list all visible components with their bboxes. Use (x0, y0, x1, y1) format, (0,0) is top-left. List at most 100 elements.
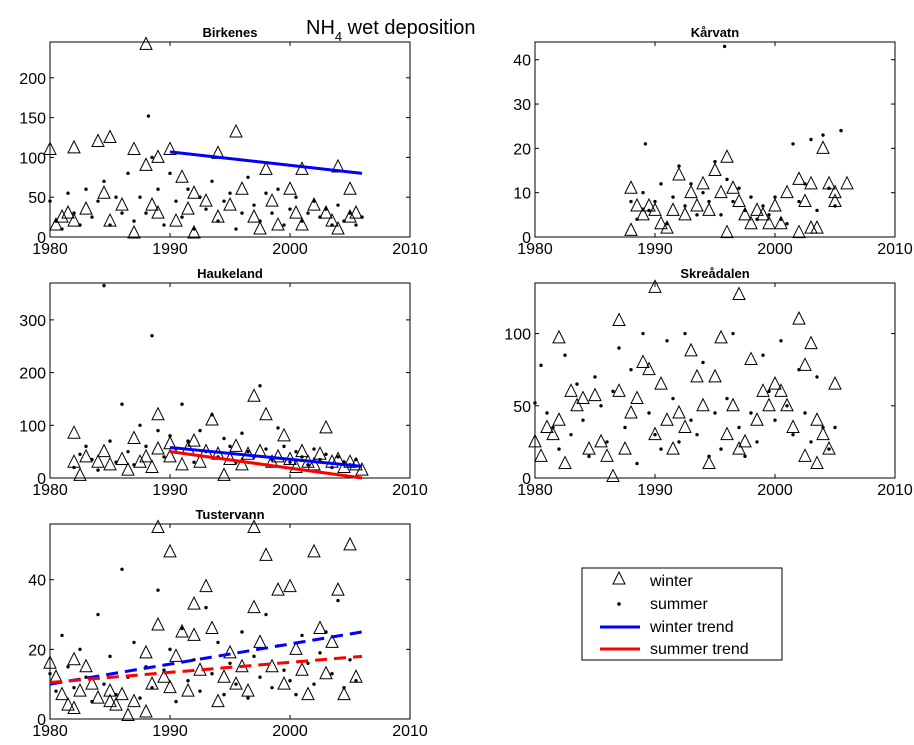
summer-point (653, 199, 657, 204)
winter-point (271, 216, 285, 231)
summer-point (138, 696, 142, 700)
summer-point (222, 199, 226, 203)
summer-point (288, 678, 292, 683)
winter-point (816, 426, 830, 441)
winter-point (792, 171, 806, 185)
summer-point (258, 675, 262, 679)
winter-point (714, 184, 728, 199)
legend-winter-marker (612, 570, 626, 585)
winter-point (121, 461, 135, 476)
summer-point (707, 199, 711, 204)
summer-point (336, 598, 340, 603)
summer-point (234, 682, 238, 686)
summer-point (683, 331, 687, 336)
winter-point (738, 206, 752, 221)
x-tick-label: 1990 (637, 482, 673, 499)
x-tick-label: 1980 (32, 482, 68, 499)
winter-point (139, 703, 153, 718)
legend-summer-trend-label: summer trend (650, 641, 749, 658)
summer-point (330, 672, 334, 676)
winter-point (588, 387, 602, 402)
summer-point (545, 411, 549, 415)
summer-point (336, 455, 340, 459)
summer-point (252, 203, 256, 207)
winter-trend-line (49, 630, 363, 686)
winter-point (73, 683, 87, 697)
summer-point (246, 175, 250, 180)
summer-point (713, 159, 717, 164)
winter-point (247, 388, 261, 402)
summer-point (138, 423, 142, 427)
winter-point (229, 676, 243, 690)
summer-point (605, 440, 609, 444)
winter-point (199, 578, 213, 593)
winter-point (744, 215, 758, 230)
summer-point (168, 647, 172, 652)
winter-point (289, 459, 303, 473)
x-tick-label: 2000 (757, 482, 793, 499)
winter-point (307, 543, 321, 558)
summer-point (228, 191, 232, 195)
summer-point (132, 640, 136, 645)
winter-point (678, 206, 692, 221)
summer-point (348, 658, 352, 662)
winter-point (67, 651, 81, 666)
winter-point (307, 456, 321, 471)
x-tick-label: 1980 (517, 482, 553, 499)
winter-point (648, 202, 662, 216)
winter-point (229, 123, 243, 138)
y-tick-label: 40 (28, 573, 46, 590)
summer-point (737, 186, 741, 190)
summer-point (258, 384, 262, 388)
winter-point (768, 197, 782, 212)
summer-point (815, 375, 819, 379)
winter-point (720, 426, 734, 441)
summer-point (102, 179, 106, 183)
panel-k-rvatn: 1980 1990 2000 2010 0 10 20 30 40 Kårvatn (513, 25, 913, 258)
summer-point (743, 454, 747, 459)
summer-point (120, 211, 124, 215)
x-tick-label: 2010 (392, 723, 428, 740)
summer-point (659, 182, 663, 186)
summer-point (791, 142, 795, 146)
winter-point (708, 162, 722, 177)
winter-point (552, 329, 566, 344)
summer-point (833, 204, 837, 208)
summer-point (611, 389, 615, 394)
winter-point (247, 208, 261, 223)
x-tick-label: 2000 (272, 723, 308, 740)
y-tick-label: 20 (28, 642, 46, 659)
panel-birkenes: 1980 1990 2000 2010 0 50 100 150 200 Birkenes (19, 25, 428, 258)
winter-point (576, 390, 590, 405)
summer-point (312, 447, 316, 451)
x-tick-label: 1980 (32, 241, 68, 258)
summer-point (186, 187, 190, 191)
winter-point (289, 641, 303, 655)
y-tick-label: 100 (19, 418, 46, 435)
summer-point (306, 463, 310, 467)
winter-point (804, 175, 818, 190)
y-tick-label: 0 (522, 471, 531, 488)
summer-point (198, 689, 202, 693)
winter-point (552, 412, 566, 426)
summer-point (701, 190, 705, 195)
winter-point (163, 543, 177, 558)
winter-point (265, 193, 279, 207)
summer-point (731, 331, 735, 336)
summer-point (276, 426, 280, 430)
summer-point (90, 215, 94, 219)
winter-point (313, 446, 327, 460)
y-tick-label: 150 (19, 111, 46, 128)
winter-point (175, 169, 189, 183)
winter-point (702, 202, 716, 216)
winter-point (67, 454, 81, 468)
y-tick-label: 200 (19, 366, 46, 383)
summer-point (150, 685, 154, 690)
summer-point (641, 331, 645, 336)
winter-point (672, 166, 686, 181)
summer-point (761, 353, 765, 357)
winter-point (337, 686, 351, 701)
winter-point (235, 456, 249, 471)
winter-point (235, 181, 249, 195)
